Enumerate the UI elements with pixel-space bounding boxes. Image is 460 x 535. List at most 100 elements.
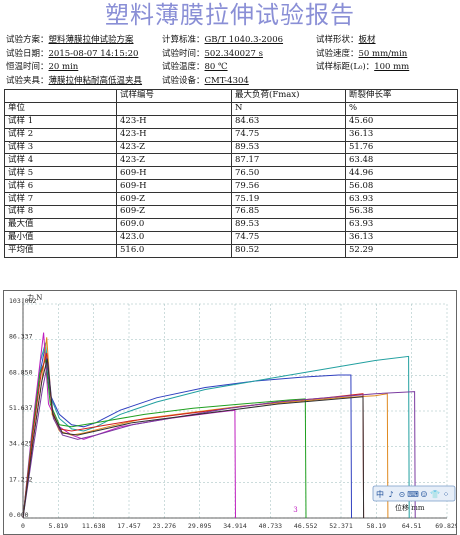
x-tick-label: 23.276 [153,522,177,530]
table-cell: 平均值 [4,243,117,258]
ime-toolbar-item[interactable]: ⌨ [407,490,419,499]
table-cell: 89.53 [231,140,346,155]
table-cell [116,101,232,116]
x-tick-label: 11.638 [82,522,106,530]
table-cell: 63.93 [345,192,458,207]
table-cell: 516.0 [116,243,232,258]
table-cell: 52.29 [345,243,458,258]
meta-device: 试验设备：CMT-4304 [162,76,249,86]
table-cell: 试样 3 [4,140,117,155]
y-tick-label: 34.425 [9,440,33,448]
table-row: 试样 1 423-H 84.63 45.60 [4,114,458,129]
x-tick-label: 69.829 [435,522,457,530]
table-cell: 423-H [116,114,232,129]
meta-date: 试验日期：2015-08-07 14:15:20 [6,49,139,59]
table-cell: 单位 [4,101,117,116]
y-tick-label: 86.337 [9,333,33,341]
table-cell: N [231,101,346,116]
ime-toolbar-item[interactable]: 👕 [430,490,440,499]
table-cell: 423-Z [116,153,232,168]
table-cell: 609-H [116,179,232,194]
table-cell: 609-Z [116,205,232,219]
table-row: 试样 5 609-H 76.50 44.96 [4,166,458,181]
table-cell: 最大值 [4,217,117,232]
y-tick-label: 51.637 [9,404,33,412]
x-tick-label: 58.19 [367,522,387,530]
series-line-5 [22,359,307,519]
table-row: 最大值 609.0 89.53 63.93 [4,217,458,232]
table-cell: 89.53 [231,217,346,232]
series-line-3 [22,332,236,519]
table-cell: 51.76 [345,140,458,155]
table-row: 试样 4 423-Z 87.17 63.48 [4,153,458,168]
table-cell: 试样 1 [4,114,117,129]
y-tick-label: 0.000 [9,511,29,519]
meta-gauge: 试样标距(L₀)：100 mm [316,62,410,72]
x-tick-label: 64.51 [402,522,422,530]
table-row: 试样 3 423-Z 89.53 51.76 [4,140,458,155]
x-axis-label: 位移 mm [395,503,425,512]
table-cell: 试样 8 [4,205,117,219]
table-row: 试样 2 423-H 74.75 36.13 [4,127,458,142]
table-cell: 试样 2 [4,127,117,142]
table-cell: 试样 6 [4,179,117,194]
table-cell: 423-Z [116,140,232,155]
table-cell: 63.93 [345,217,458,232]
table-cell: 试样 7 [4,192,117,207]
table-cell: 80.52 [231,243,346,258]
table-cell: 79.56 [231,179,346,194]
table-cell: 76.85 [231,205,346,219]
series-line-7 [22,362,416,519]
x-tick-label: 52.371 [329,522,353,530]
x-tick-label: 46.552 [294,522,318,530]
x-tick-label: 17.457 [117,522,141,530]
table-cell: 75.19 [231,192,346,207]
ime-toolbar-item[interactable]: ♪ [388,490,393,499]
x-tick-label: 5.819 [49,522,69,530]
table-cell: 87.17 [231,153,346,168]
table-cell: 试样编号 [116,89,232,103]
x-tick-label: 29.095 [188,522,212,530]
meta-speed: 试验速度：50 mm/min [316,49,408,59]
table-cell: 36.13 [345,230,458,245]
table-row: 试样 8 609-Z 76.85 56.38 [4,205,458,219]
table-row: 最小值 423.0 74.75 36.13 [4,230,458,245]
table-cell: 36.13 [345,127,458,142]
table-cell: 56.08 [345,179,458,194]
meta-standard: 计算标准：GB/T 1040.3-2006 [162,35,284,45]
ime-toolbar-item[interactable]: ☺ [420,490,427,499]
table-cell: 609-Z [116,192,232,207]
table-cell: 609.0 [116,217,232,232]
table-cell: % [345,101,458,116]
x-tick-label: 40.733 [259,522,283,530]
chart-annotation: 3 [293,506,297,514]
ime-toolbar-item[interactable]: 中 [376,489,384,499]
table-cell: 74.75 [231,127,346,142]
results-table: 试样编号 最大负荷(Fmax) 断裂伸长率 单位 N% 试样 1 423-H 84.63 45.… [4,89,458,258]
table-cell: 44.96 [345,166,458,181]
table-cell: 最小值 [4,230,117,245]
table-cell: 423-H [116,127,232,142]
table-cell: 56.38 [345,205,458,219]
report-title: 塑料薄膜拉伸试验报告 [105,1,355,29]
meta-temperature: 试验温度：80 ℃ [162,62,228,72]
ime-toolbar-item[interactable]: ⊙ [399,490,406,499]
table-row: 试样 7 609-Z 75.19 63.93 [4,192,458,207]
ime-toolbar-item[interactable]: ⁘ [443,490,450,499]
y-axis-label: 力 N [27,293,42,302]
table-cell: 试样 4 [4,153,117,168]
table-cell: 45.60 [345,114,458,129]
table-header-row: 试样编号 最大负荷(Fmax) 断裂伸长率 [4,89,458,103]
series-line-4 [22,337,389,519]
table-row: 平均值 516.0 80.52 52.29 [4,243,458,258]
table-cell: 609-H [116,166,232,181]
x-tick-label: 34.914 [223,522,247,530]
table-cell: 试样 5 [4,166,117,181]
table-cell: 断裂伸长率 [345,89,458,103]
table-cell: 74.75 [231,230,346,245]
table-cell: 423.0 [116,230,232,245]
table-units-row: 单位 N% [4,101,458,116]
table-row: 试样 6 609-H 79.56 56.08 [4,179,458,194]
table-cell: 63.48 [345,153,458,168]
table-cell: 76.50 [231,166,346,181]
